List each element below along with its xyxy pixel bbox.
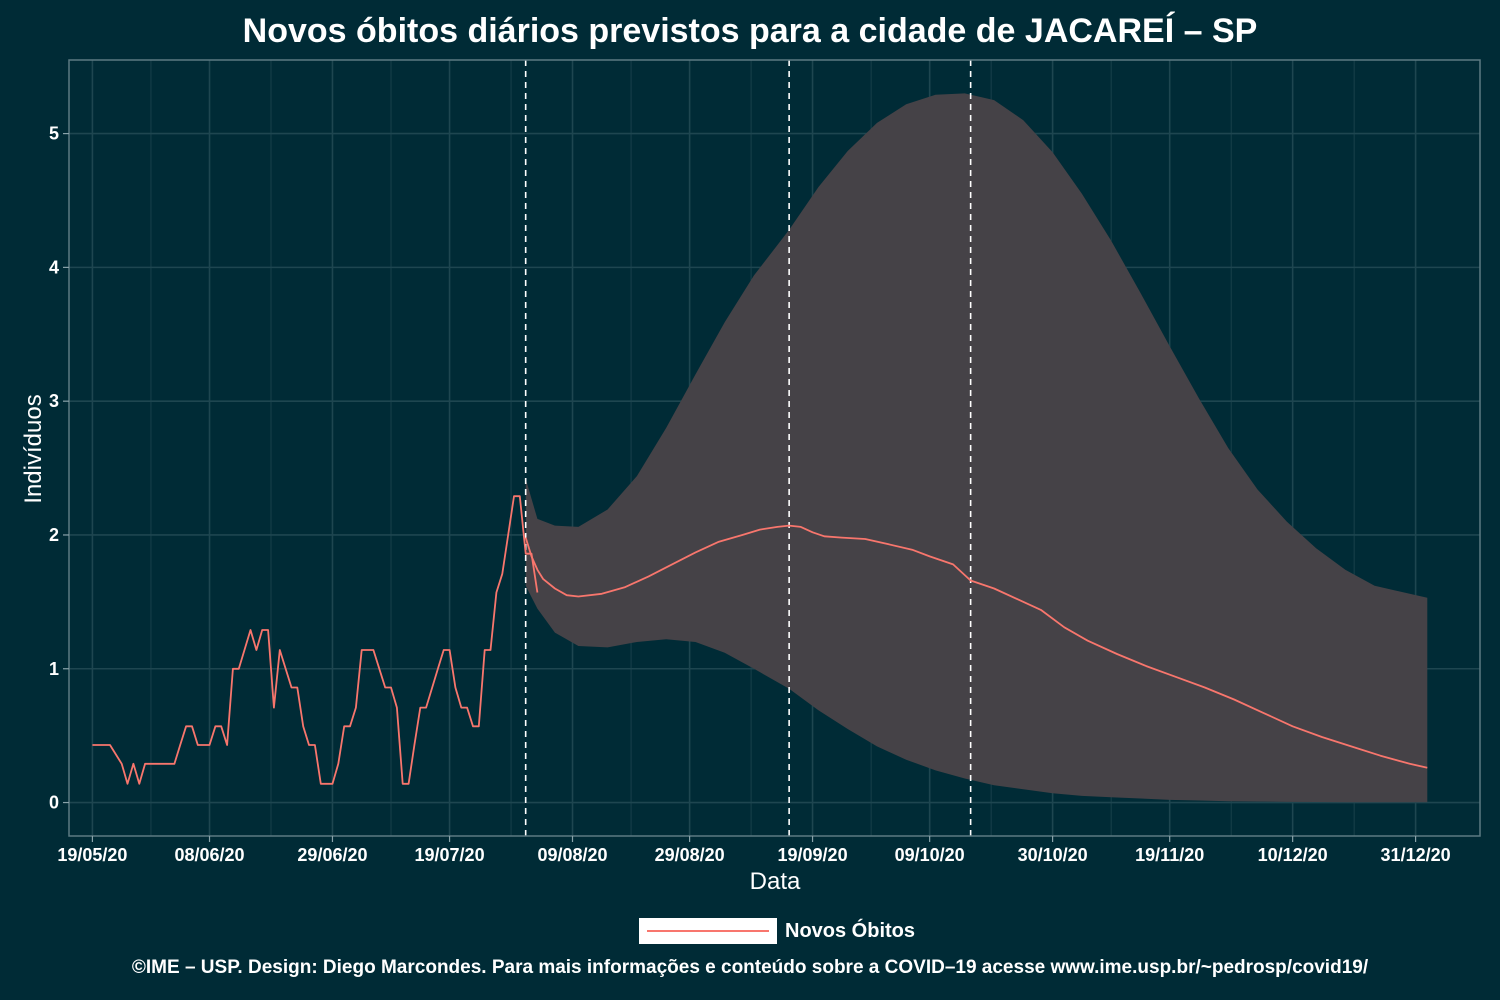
- ribbon-layer: [525, 93, 1428, 803]
- x-tick-label: 09/10/20: [895, 845, 965, 865]
- y-tick-label: 1: [49, 659, 59, 679]
- x-axis-label: Data: [750, 868, 801, 895]
- legend: Novos Óbitos: [639, 918, 915, 944]
- x-tick-label: 29/06/20: [297, 845, 367, 865]
- panel-border: [68, 59, 1481, 837]
- legend-key-novos-obitos: [639, 918, 777, 944]
- tick-layer: 19/05/20 08/06/20 29/06/20 19/07/20 09/08/20…: [49, 124, 1451, 865]
- y-tick-label: 2: [49, 525, 59, 545]
- y-axis-label: Indivíduos: [20, 394, 47, 503]
- x-tick-label: 10/12/20: [1258, 845, 1328, 865]
- x-tick-label: 19/11/20: [1135, 845, 1204, 865]
- y-tick-label: 0: [49, 793, 59, 813]
- confidence-band: [525, 93, 1428, 803]
- x-tick-label: 19/09/20: [778, 845, 848, 865]
- x-tick-label: 19/05/20: [57, 845, 127, 865]
- x-tick-label: 08/06/20: [174, 845, 244, 865]
- legend-label-novos-obitos: Novos Óbitos: [785, 919, 916, 942]
- series-line-observed: [92, 495, 539, 785]
- line-layer: [92, 495, 1428, 785]
- x-tick-label: 09/08/20: [537, 845, 607, 865]
- x-tick-label: 31/12/20: [1381, 845, 1451, 865]
- y-tick-label: 4: [49, 257, 59, 277]
- x-tick-label: 30/10/20: [1018, 845, 1088, 865]
- x-tick-label: 29/08/20: [655, 845, 725, 865]
- footer-credits: ©IME – USP. Design: Diego Marcondes. Par…: [131, 957, 1369, 978]
- y-tick-label: 3: [49, 391, 59, 411]
- vline-layer: [524, 60, 972, 836]
- series-line-forecast: [524, 524, 1428, 769]
- x-tick-label: 19/07/20: [415, 845, 485, 865]
- y-tick-label: 5: [49, 124, 59, 144]
- chart-title: Novos óbitos diários previstos para a ci…: [242, 12, 1258, 50]
